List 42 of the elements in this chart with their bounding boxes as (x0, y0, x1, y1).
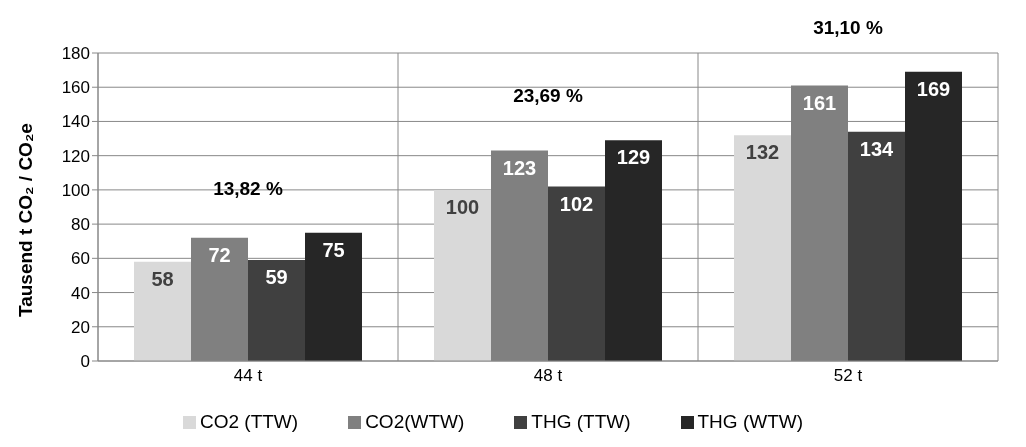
y-tick-label: 80 (71, 215, 90, 235)
bar (434, 189, 491, 361)
bar (134, 261, 191, 361)
bar (848, 131, 905, 361)
annotation: 23,69 % (513, 85, 583, 107)
y-tick-label: 0 (80, 352, 90, 372)
data-label: 169 (916, 78, 951, 101)
data-label: 161 (802, 91, 837, 114)
data-label: 132 (745, 141, 780, 164)
y-tick-label: 20 (71, 317, 90, 337)
data-label: 58 (151, 267, 174, 290)
annotation: 13,82 % (213, 177, 283, 199)
data-label: 102 (559, 192, 594, 215)
legend-label: CO2(WTW) (365, 411, 465, 432)
bar (605, 140, 662, 361)
bar (248, 260, 305, 361)
x-tick-label: 44 t (233, 366, 263, 386)
x-tick-label: 52 t (833, 366, 863, 386)
data-label: 72 (208, 244, 231, 266)
y-axis-title: Tausend t CO₂ / CO₂e (14, 123, 36, 317)
data-label: 75 (322, 238, 345, 261)
y-tick-label: 160 (61, 78, 90, 98)
data-label: 100 (445, 196, 480, 219)
legend-label: THG (WTW) (697, 411, 804, 432)
legend-label: THG (TTW) (531, 411, 631, 432)
data-label: 59 (265, 266, 288, 289)
bar (905, 71, 962, 361)
y-tick-label: 60 (71, 249, 90, 269)
y-tick-label: 100 (61, 180, 90, 200)
bar (548, 186, 605, 361)
data-label: 123 (502, 156, 537, 179)
text: 31,10 % (813, 16, 883, 38)
legend-label: CO2 (TTW) (199, 411, 299, 432)
data-label: 129 (616, 146, 651, 169)
data-label: 134 (859, 137, 895, 160)
bar (734, 135, 791, 361)
y-tick-label: 140 (61, 112, 90, 132)
x-tick-label: 48 t (533, 366, 563, 386)
y-tick-label: 120 (61, 146, 90, 166)
y-tick-label: 180 (61, 44, 90, 64)
bar (305, 232, 362, 361)
y-tick-label: 40 (71, 283, 90, 303)
